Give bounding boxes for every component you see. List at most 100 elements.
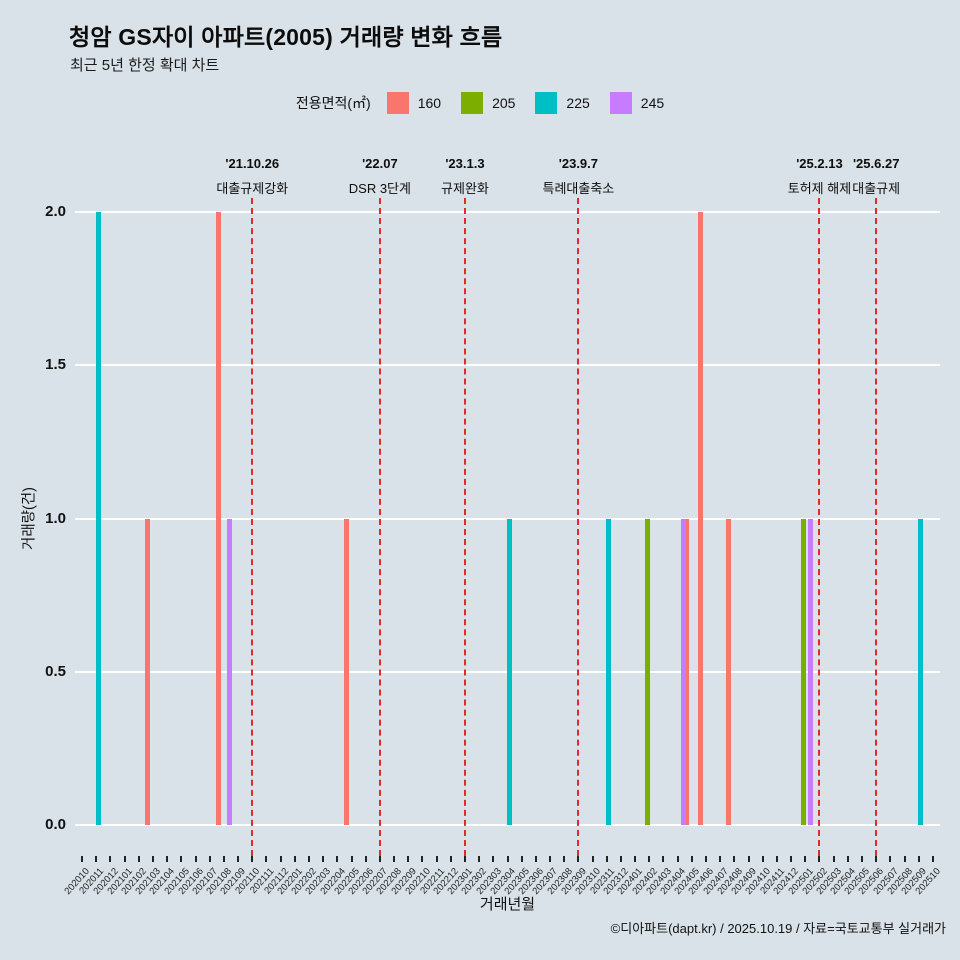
legend-label-225: 225 bbox=[566, 95, 590, 111]
x-tick-202309 bbox=[577, 856, 580, 862]
x-tick-202108 bbox=[222, 856, 225, 862]
legend-title: 전용면적(㎡) bbox=[295, 95, 371, 111]
y-tick-label-0.5: 0.5 bbox=[45, 662, 66, 680]
x-tick-202109 bbox=[237, 856, 240, 862]
x-tick-202111 bbox=[265, 856, 268, 862]
x-tick-202501 bbox=[804, 856, 807, 862]
x-tick-202412 bbox=[790, 856, 793, 862]
x-tick-202102 bbox=[137, 856, 140, 862]
legend-swatch-205 bbox=[461, 92, 484, 114]
x-tick-202203 bbox=[322, 856, 325, 862]
x-tick-202210 bbox=[421, 856, 424, 862]
x-tick-202306 bbox=[534, 856, 537, 862]
x-tick-202101 bbox=[123, 856, 126, 862]
x-tick-202510 bbox=[931, 856, 934, 862]
x-tick-202211 bbox=[435, 856, 438, 862]
x-tick-202011 bbox=[95, 856, 98, 862]
bar-225sqm-202509 bbox=[918, 518, 924, 825]
x-tick-202105 bbox=[180, 856, 183, 862]
x-tick-202404 bbox=[676, 856, 679, 862]
annotation-label-202207: DSR 3단계 bbox=[348, 181, 411, 196]
x-tick-202208 bbox=[393, 856, 396, 862]
annotation-line-202502 bbox=[818, 198, 821, 856]
annotation-date-202207: '22.07 bbox=[362, 156, 398, 171]
bar-205sqm-202501 bbox=[800, 518, 806, 825]
bar-160sqm-202405 bbox=[683, 518, 689, 825]
x-tick-202112 bbox=[279, 856, 282, 862]
x-tick-202312 bbox=[619, 856, 622, 862]
x-tick-202304 bbox=[506, 856, 509, 862]
x-tick-202305 bbox=[520, 856, 523, 862]
annotation-date-202506: '25.6.27 bbox=[852, 156, 900, 171]
x-tick-202010 bbox=[81, 856, 84, 862]
x-tick-202508 bbox=[903, 856, 906, 862]
x-tick-202308 bbox=[563, 856, 566, 862]
annotation-label-202502: 토허제 해제 bbox=[787, 181, 852, 196]
x-tick-202406 bbox=[705, 856, 708, 862]
annotation-line-202309 bbox=[577, 198, 580, 856]
x-tick-202509 bbox=[917, 856, 920, 862]
bar-245sqm-202404 bbox=[680, 518, 686, 825]
page-title: 청암 GS자이 아파트(2005) 거래량 변화 흐름 bbox=[69, 24, 503, 50]
annotation-line-202301 bbox=[463, 198, 466, 856]
annotation-date-202110: '21.10.26 bbox=[225, 156, 280, 171]
x-tick-202408 bbox=[733, 856, 736, 862]
x-tick-202507 bbox=[889, 856, 892, 862]
gridline-y-2.0 bbox=[75, 211, 940, 213]
x-tick-202107 bbox=[208, 856, 211, 862]
x-tick-202503 bbox=[832, 856, 835, 862]
y-tick-label-1.0: 1.0 bbox=[45, 509, 66, 527]
bar-225sqm-202304 bbox=[506, 518, 512, 825]
x-tick-202201 bbox=[293, 856, 296, 862]
x-tick-202301 bbox=[463, 856, 466, 862]
y-tick-label-1.5: 1.5 bbox=[45, 356, 66, 374]
annotation-date-202309: '23.9.7 bbox=[558, 156, 599, 171]
legend-label-205: 205 bbox=[492, 95, 516, 111]
bar-160sqm-202408 bbox=[726, 518, 732, 825]
legend-label-160: 160 bbox=[417, 95, 442, 111]
x-tick-202302 bbox=[478, 856, 481, 862]
annotation-line-202110 bbox=[251, 198, 254, 856]
legend-items: 160 205 225 245 bbox=[386, 92, 665, 114]
annotation-label-202110: 대출규제강화 bbox=[216, 181, 289, 196]
bar-245sqm-202108 bbox=[226, 518, 232, 825]
x-tick-202206 bbox=[364, 856, 367, 862]
x-tick-202205 bbox=[350, 856, 353, 862]
x-tick-202401 bbox=[634, 856, 637, 862]
x-tick-202307 bbox=[549, 856, 552, 862]
source-credit: ©디아파트(dapt.kr) / 2025.10.19 / 자료=국토교통부 실… bbox=[610, 921, 946, 936]
x-tick-202411 bbox=[775, 856, 778, 862]
gridline-y-1.5 bbox=[75, 364, 940, 367]
legend-item-160: 160 bbox=[386, 92, 442, 114]
bar-205sqm-202402 bbox=[645, 518, 650, 825]
annotation-label-202309: 특례대출축소 bbox=[542, 181, 615, 196]
y-tick-label-2.0: 2.0 bbox=[45, 203, 66, 220]
bar-160sqm-202406 bbox=[698, 212, 704, 825]
x-tick-202506 bbox=[875, 856, 878, 862]
bar-245sqm-202501 bbox=[808, 518, 814, 825]
x-tick-202310 bbox=[591, 856, 594, 862]
legend-item-245: 245 bbox=[609, 92, 665, 114]
y-axis-title: 거래량(건) bbox=[21, 486, 38, 551]
bar-225sqm-202311 bbox=[606, 518, 612, 825]
x-tick-202209 bbox=[407, 856, 410, 862]
legend-label-245: 245 bbox=[640, 95, 665, 111]
legend-swatch-225 bbox=[535, 92, 558, 114]
annotation-label-202301: 규제완화 bbox=[441, 181, 489, 196]
legend-swatch-245 bbox=[609, 92, 632, 114]
x-tick-202410 bbox=[761, 856, 764, 862]
annotation-date-202502: '25.2.13 bbox=[796, 156, 843, 171]
x-tick-202106 bbox=[194, 856, 197, 862]
annotation-line-202506 bbox=[875, 198, 878, 856]
legend: 전용면적(㎡) 160 205 225 245 bbox=[0, 92, 960, 114]
x-tick-202103 bbox=[151, 856, 154, 862]
legend-swatch-160 bbox=[386, 92, 409, 114]
x-tick-202505 bbox=[861, 856, 863, 862]
x-tick-202303 bbox=[492, 856, 495, 862]
x-tick-202405 bbox=[690, 856, 693, 862]
bar-160sqm-202103 bbox=[145, 518, 151, 825]
bar-160sqm-202205 bbox=[343, 518, 349, 825]
x-tick-202202 bbox=[307, 856, 310, 862]
